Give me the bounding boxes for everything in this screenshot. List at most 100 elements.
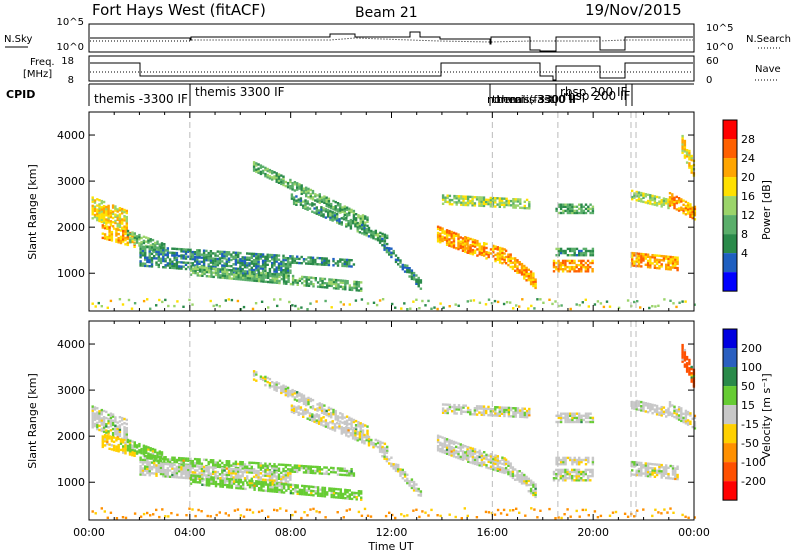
power-cell bbox=[212, 267, 215, 270]
power-cell bbox=[142, 299, 146, 303]
velocity-cell bbox=[578, 416, 581, 420]
power-cell bbox=[178, 267, 181, 270]
power-cell bbox=[649, 262, 652, 265]
power-cell bbox=[182, 261, 185, 264]
power-cell bbox=[322, 207, 325, 210]
power-cell bbox=[561, 270, 565, 273]
power-cell bbox=[684, 206, 688, 210]
power-cell bbox=[346, 280, 349, 283]
velocity-cell bbox=[353, 493, 356, 497]
velocity-cell bbox=[234, 470, 238, 473]
velocity-cell bbox=[100, 408, 103, 412]
velocity-cell bbox=[219, 485, 222, 488]
velocity-cell bbox=[239, 460, 242, 464]
velocity-cell bbox=[557, 479, 560, 482]
power-cell bbox=[237, 253, 240, 257]
velocity-cell bbox=[406, 481, 409, 485]
velocity-cell bbox=[178, 476, 181, 479]
velocity-cell bbox=[460, 408, 463, 411]
power-cell bbox=[119, 235, 123, 238]
velocity-cell bbox=[266, 380, 269, 384]
velocity-cell bbox=[480, 407, 483, 410]
velocity-cell bbox=[578, 420, 581, 424]
power-cell bbox=[93, 207, 97, 210]
velocity-cell bbox=[501, 462, 504, 466]
power-cell bbox=[464, 246, 467, 249]
velocity-cell bbox=[323, 404, 326, 407]
power-cell bbox=[584, 270, 587, 273]
power-cell bbox=[118, 207, 122, 210]
velocity-cell bbox=[171, 473, 174, 477]
velocity-cell bbox=[331, 428, 334, 431]
velocity-cell bbox=[255, 473, 258, 477]
velocity-cell bbox=[443, 437, 447, 440]
power-cell bbox=[386, 242, 389, 246]
power-cell bbox=[332, 257, 335, 261]
velocity-cell bbox=[289, 476, 292, 479]
power-cell bbox=[655, 202, 659, 205]
power-cell bbox=[671, 264, 675, 267]
power-cell bbox=[681, 147, 684, 150]
power-cell bbox=[114, 219, 117, 223]
velocity-cell bbox=[330, 470, 333, 474]
power-cell bbox=[514, 259, 517, 262]
velocity-cell bbox=[301, 488, 304, 492]
power-cell bbox=[653, 258, 657, 261]
velocity-cell bbox=[383, 449, 386, 452]
power-cell bbox=[568, 265, 572, 269]
velocity-cell bbox=[462, 410, 465, 413]
velocity-cell bbox=[173, 475, 176, 479]
velocity-cell bbox=[555, 414, 558, 417]
velocity-cell bbox=[112, 436, 116, 439]
velocity-cell bbox=[450, 452, 453, 455]
power-cell bbox=[227, 257, 231, 260]
power-cell bbox=[275, 254, 278, 257]
power-cell bbox=[148, 246, 151, 249]
power-cell bbox=[153, 255, 156, 258]
velocity-cell bbox=[102, 428, 106, 431]
power-cell bbox=[343, 260, 346, 264]
velocity-cell bbox=[150, 461, 154, 464]
velocity-cell bbox=[230, 474, 233, 477]
power-cell bbox=[415, 278, 418, 281]
power-cell bbox=[302, 206, 305, 209]
power-cell bbox=[341, 262, 344, 265]
power-cell bbox=[311, 198, 315, 201]
velocity-cell bbox=[320, 407, 324, 410]
velocity-cell bbox=[444, 409, 447, 412]
velocity-cell bbox=[350, 417, 353, 421]
power-cell bbox=[514, 263, 517, 266]
power-cell bbox=[241, 258, 244, 261]
velocity-cell bbox=[261, 378, 265, 382]
power-cell bbox=[691, 212, 694, 216]
power-cell bbox=[334, 207, 337, 210]
velocity-cell bbox=[275, 477, 278, 480]
power-cell bbox=[133, 234, 136, 237]
velocity-cell bbox=[356, 432, 359, 436]
power-cell bbox=[658, 254, 661, 257]
velocity-cell bbox=[200, 467, 204, 470]
velocity-cell bbox=[381, 447, 384, 451]
power-cell bbox=[677, 209, 681, 212]
power-cell bbox=[644, 253, 647, 256]
power-cell bbox=[453, 197, 456, 200]
power-cell bbox=[355, 289, 358, 292]
power-cell bbox=[264, 269, 267, 273]
velocity-cell bbox=[459, 455, 462, 459]
velocity-cell bbox=[478, 455, 481, 459]
velocity-cell bbox=[184, 466, 188, 469]
velocity-cell bbox=[196, 460, 199, 463]
power-cell bbox=[268, 253, 272, 257]
power-cell bbox=[658, 258, 661, 262]
velocity-cell bbox=[415, 489, 418, 492]
power-cell bbox=[276, 281, 279, 284]
power-cell bbox=[282, 280, 286, 283]
power-cell bbox=[637, 254, 641, 257]
freq-panel: Freq. [MHz] 18 8 60 0 Nave bbox=[23, 55, 781, 86]
power-cell bbox=[580, 259, 583, 263]
velocity-cell bbox=[320, 419, 323, 422]
velocity-cell bbox=[166, 473, 169, 476]
velocity-cell bbox=[503, 471, 506, 475]
power-cell bbox=[584, 268, 587, 271]
power-cell bbox=[668, 196, 672, 199]
